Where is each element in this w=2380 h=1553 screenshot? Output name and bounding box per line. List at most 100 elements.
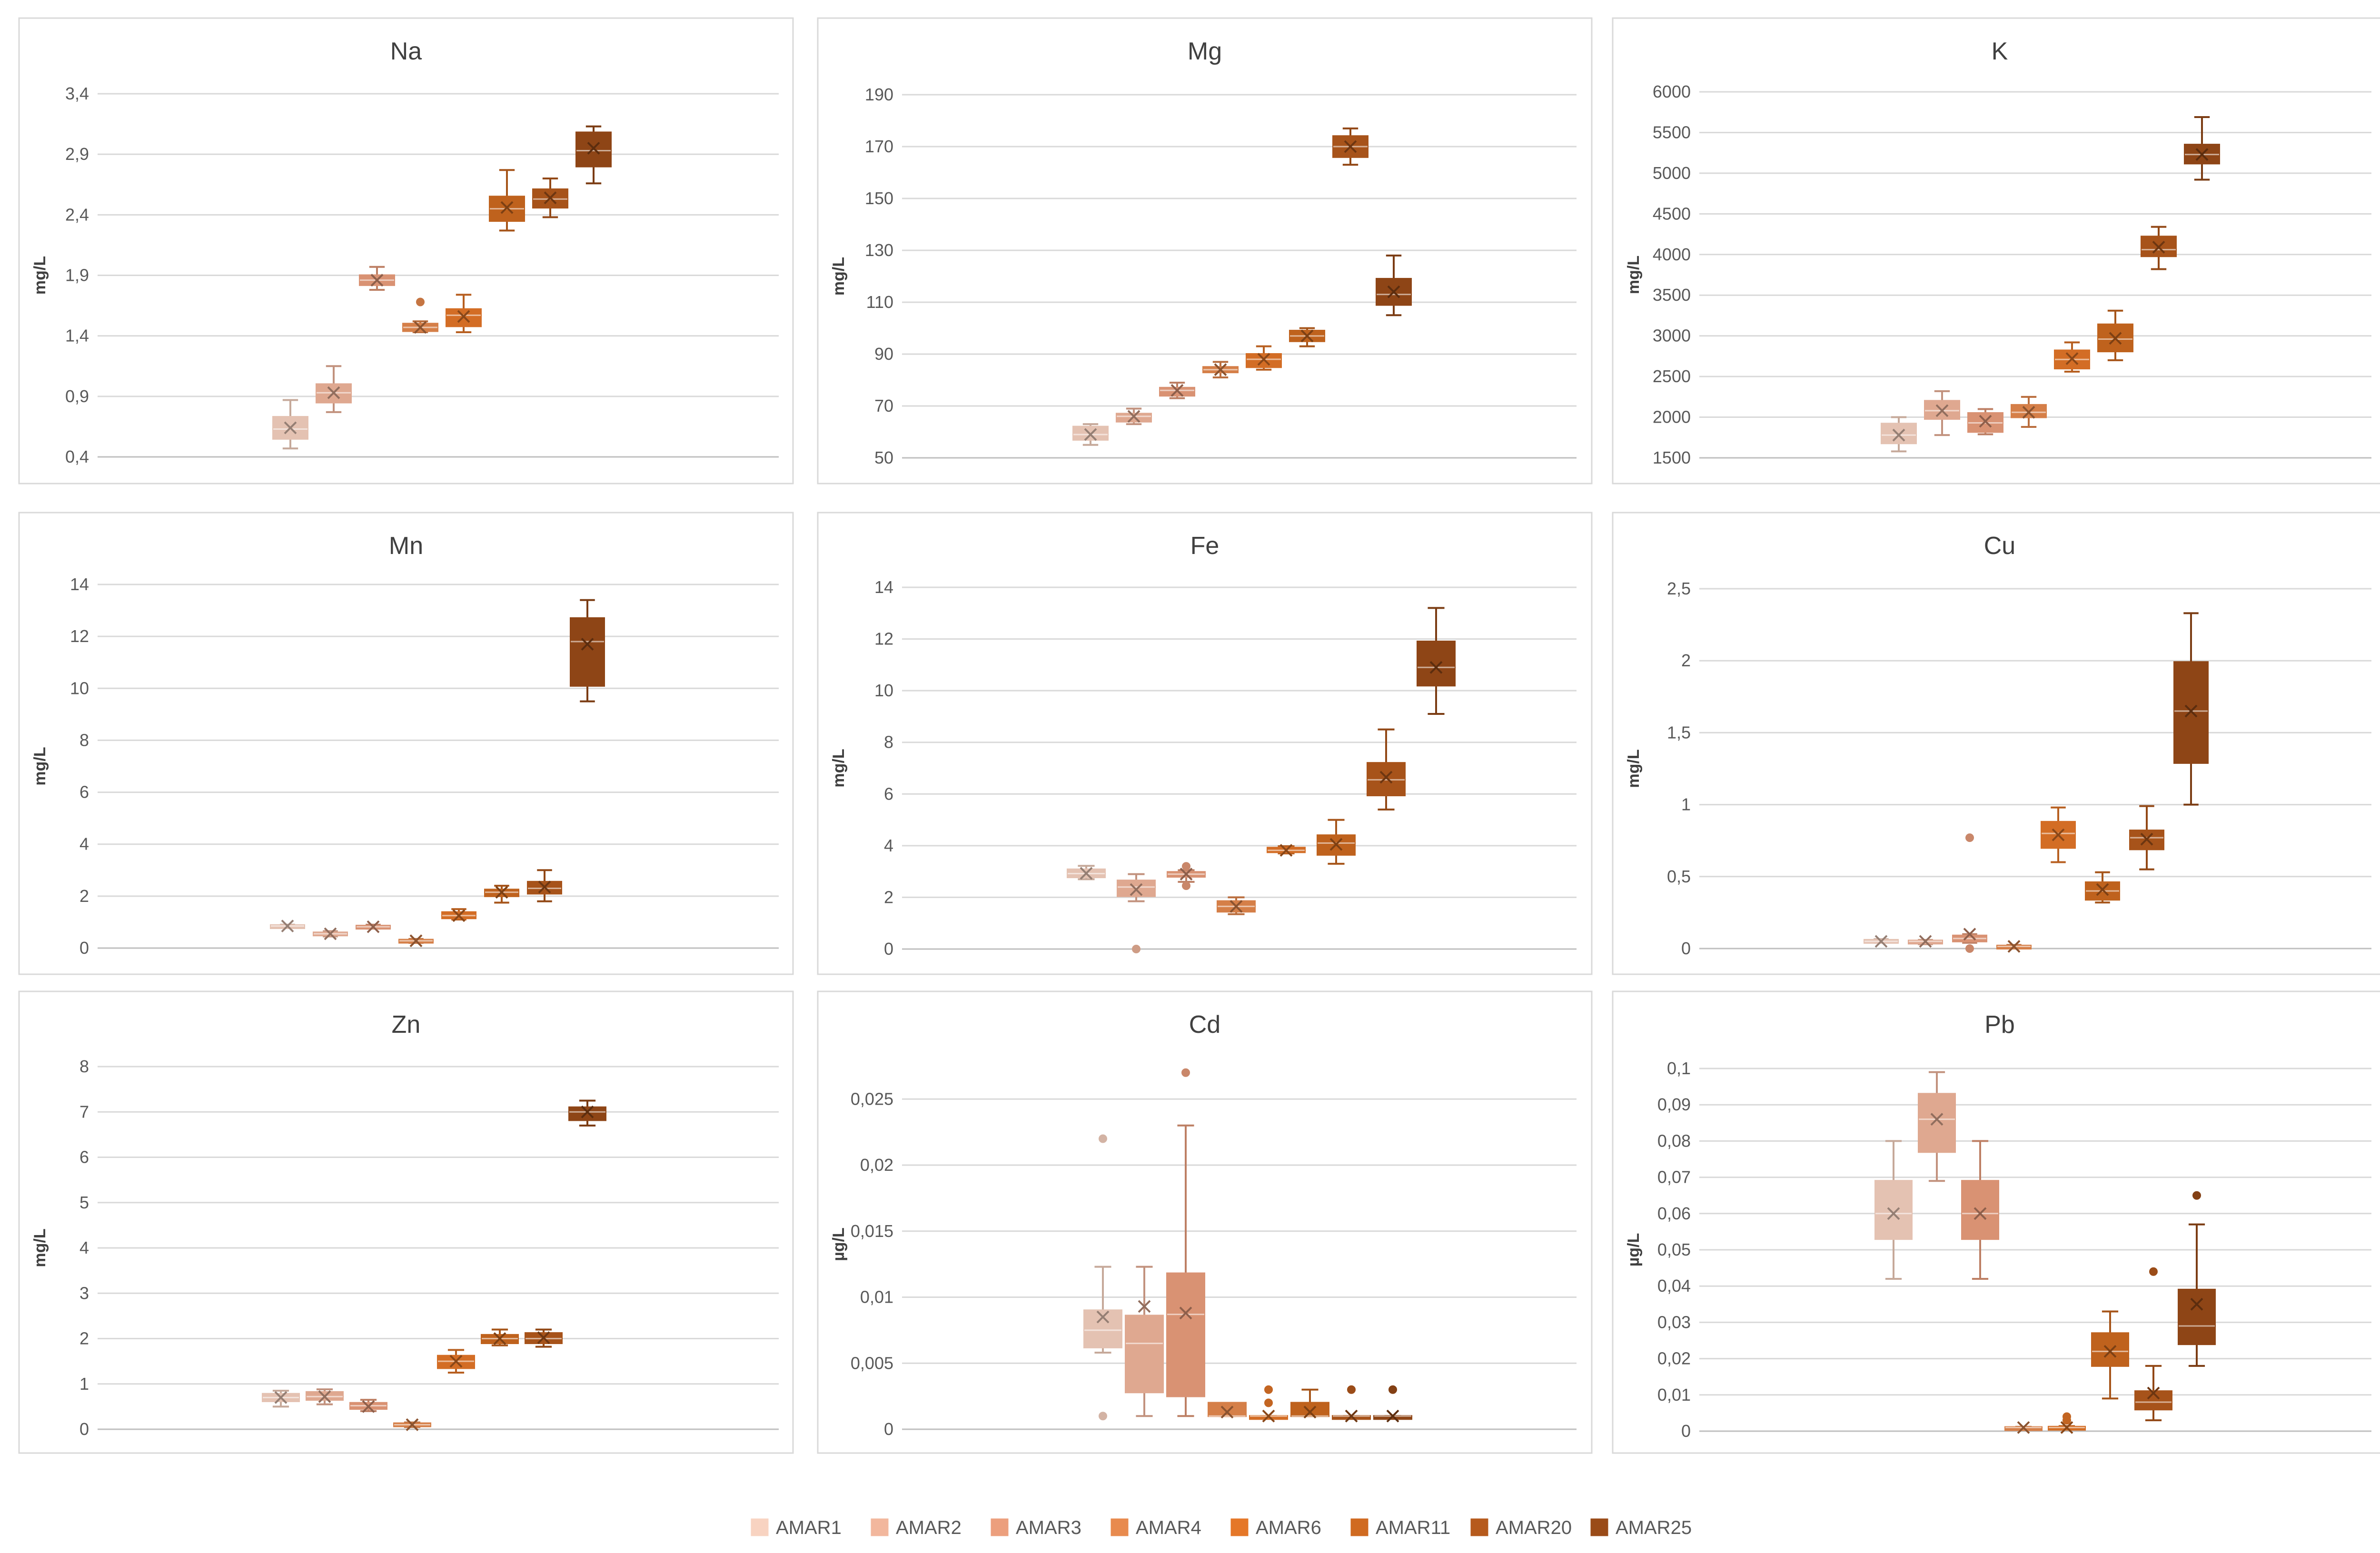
box-amar2 xyxy=(313,927,348,940)
outlier-point xyxy=(1182,881,1190,890)
y-tick-label: 12 xyxy=(70,626,89,646)
mean-marker xyxy=(2017,1421,2030,1434)
box-amar25 xyxy=(2178,1191,2216,1367)
y-tick-label: 3000 xyxy=(1653,326,1691,346)
y-tick-label: 6000 xyxy=(1653,82,1691,101)
mean-marker xyxy=(1262,1409,1275,1423)
y-tick-label: 0,025 xyxy=(851,1089,893,1108)
box-amar20 xyxy=(1332,127,1368,166)
mean-marker xyxy=(1386,1409,1399,1423)
panel-title: Fe xyxy=(1190,532,1220,560)
mean-marker xyxy=(1180,868,1193,880)
mean-marker xyxy=(495,886,508,899)
y-tick-label: 70 xyxy=(874,396,893,415)
mean-marker xyxy=(409,934,423,948)
legend-swatch-amar1 xyxy=(751,1518,769,1536)
box-amar2 xyxy=(1924,390,1960,436)
mean-marker xyxy=(1979,415,1992,428)
box-amar1 xyxy=(272,399,308,450)
mean-marker xyxy=(581,1105,594,1118)
box-amar20 xyxy=(2129,805,2164,870)
y-axis-label: mg/L xyxy=(1625,749,1643,788)
y-tick-label: 14 xyxy=(874,577,893,597)
y-tick-label: 12 xyxy=(874,629,893,649)
mean-marker xyxy=(2147,1386,2160,1400)
y-tick-label: 7 xyxy=(79,1102,89,1121)
box-amar11 xyxy=(2097,309,2133,361)
panel-k: Kmg/L 1500 2000 2500 3000 3500 4000 4500 5000 550… xyxy=(1612,17,2380,485)
box-amar25 xyxy=(570,599,605,702)
outlier-point xyxy=(1965,944,1974,953)
mean-marker xyxy=(493,1332,506,1345)
y-tick-label: 2,5 xyxy=(1667,579,1691,598)
box-amar6 xyxy=(437,1349,475,1374)
legend-label-amar2: AMAR2 xyxy=(896,1517,962,1538)
y-tick-label: 0,01 xyxy=(860,1287,893,1307)
mean-marker xyxy=(367,920,380,933)
mean-marker xyxy=(274,1391,288,1404)
mean-marker xyxy=(1329,838,1343,851)
outlier-point xyxy=(1965,833,1974,842)
y-tick-label: 4 xyxy=(884,836,893,855)
mean-marker xyxy=(452,909,466,922)
mean-marker xyxy=(2140,832,2153,846)
y-tick-label: 2,4 xyxy=(65,205,89,224)
y-tick-label: 6 xyxy=(79,1147,89,1167)
box-amar20 xyxy=(2141,226,2177,270)
mean-marker xyxy=(2152,240,2165,254)
mean-marker xyxy=(1874,935,1888,948)
legend-label-amar11: AMAR11 xyxy=(1376,1517,1450,1538)
mean-marker xyxy=(1345,1409,1358,1423)
mean-marker xyxy=(500,201,514,214)
y-tick-label: 130 xyxy=(865,240,893,260)
y-tick-label: 2 xyxy=(79,1329,89,1348)
panel-frame xyxy=(18,990,794,1454)
y-axis-label: mg/L xyxy=(31,1228,49,1267)
box-amar11 xyxy=(2091,1310,2129,1400)
legend-swatch-amar25 xyxy=(1590,1518,1608,1536)
box-amar3 xyxy=(359,266,395,291)
y-tick-label: 170 xyxy=(865,137,893,156)
mean-marker xyxy=(1179,1306,1192,1320)
box-amar3 xyxy=(1159,381,1195,399)
box-amar1 xyxy=(1864,935,1899,948)
box-amar4 xyxy=(398,934,434,948)
y-axis-label: mg/L xyxy=(830,749,848,787)
y-tick-label: 0 xyxy=(79,938,89,958)
legend-swatch-amar11 xyxy=(1350,1518,1368,1536)
y-tick-label: 1,9 xyxy=(65,266,89,285)
box-amar1 xyxy=(1874,1140,1913,1280)
box-amar1 xyxy=(1072,423,1109,446)
y-tick-label: 10 xyxy=(874,681,893,700)
panel-mn: Mn mg/L 0 2 4 6 8 10 12 14 xyxy=(18,512,794,975)
box-iqr xyxy=(1961,1180,1999,1240)
mean-marker xyxy=(2195,148,2209,161)
panel-frame xyxy=(18,17,794,485)
legend-swatch-amar6 xyxy=(1230,1518,1249,1536)
y-tick-label: 0,06 xyxy=(1657,1204,1691,1223)
y-axis-label: µg/L xyxy=(830,1227,848,1261)
box-amar20 xyxy=(1367,728,1406,811)
panel-title: Mn xyxy=(389,532,423,560)
box-amar3 xyxy=(1166,1068,1205,1417)
box-iqr xyxy=(1290,1402,1329,1417)
mean-marker xyxy=(2052,828,2065,841)
y-tick-label: 0,4 xyxy=(65,447,89,466)
panel-cu: Cu mg/L 0 0,5 1 1,5 2 2,5 xyxy=(1612,512,2380,975)
mean-marker xyxy=(406,1418,419,1431)
mean-marker xyxy=(449,1355,463,1368)
mean-marker xyxy=(2109,332,2122,345)
legend-label-amar4: AMAR4 xyxy=(1136,1517,1201,1538)
box-amar25 xyxy=(2184,116,2220,181)
mean-marker xyxy=(544,191,557,205)
y-tick-label: 3500 xyxy=(1653,285,1691,305)
box-iqr xyxy=(446,308,482,327)
mean-marker xyxy=(2103,1345,2117,1358)
box-amar2 xyxy=(1125,1266,1164,1417)
box-amar3 xyxy=(349,1399,387,1413)
box-amar4 xyxy=(1996,940,2032,953)
y-tick-label: 8 xyxy=(79,730,89,750)
panel-frame xyxy=(817,512,1593,975)
box-amar6 xyxy=(1249,1385,1288,1423)
mean-marker xyxy=(581,638,594,651)
